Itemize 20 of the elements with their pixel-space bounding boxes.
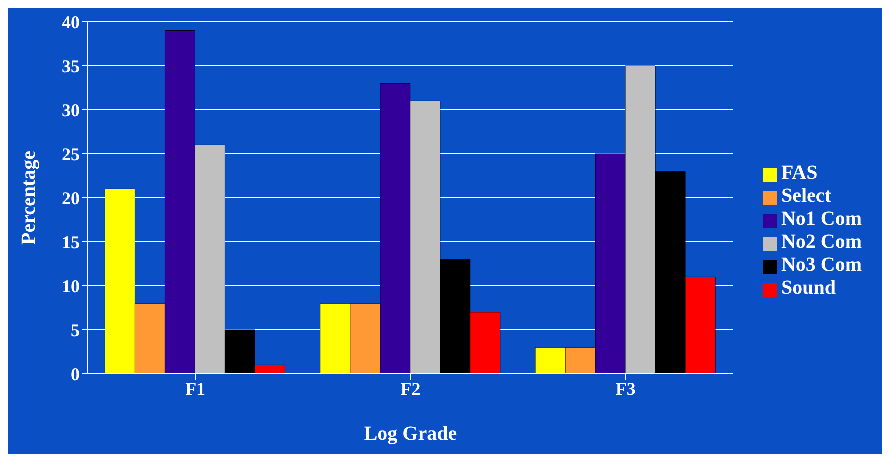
y-tick-label: 40 bbox=[62, 12, 80, 32]
y-axis-title: Percentage bbox=[18, 150, 40, 246]
y-tick-label: 5 bbox=[71, 320, 80, 340]
y-tick-label: 15 bbox=[62, 232, 80, 252]
y-tick-label: 25 bbox=[62, 144, 80, 164]
legend-label: FAS bbox=[781, 162, 818, 184]
x-axis-title: Log Grade bbox=[364, 423, 458, 445]
y-tick-label: 30 bbox=[62, 100, 80, 120]
legend-label: No3 Com bbox=[781, 254, 862, 276]
x-tick-label: F1 bbox=[186, 378, 206, 399]
legend-label: Select bbox=[781, 185, 832, 207]
legend-label: No2 Com bbox=[781, 231, 862, 253]
x-tick-label: F2 bbox=[400, 378, 421, 399]
legend-label: Sound bbox=[781, 277, 836, 299]
y-tick-label: 0 bbox=[71, 364, 80, 384]
y-tick-label: 35 bbox=[62, 56, 80, 76]
y-tick-label: 10 bbox=[62, 276, 80, 296]
y-tick-label: 20 bbox=[62, 188, 80, 208]
legend-label: No1 Com bbox=[781, 208, 862, 230]
x-tick-label: F3 bbox=[616, 378, 636, 399]
